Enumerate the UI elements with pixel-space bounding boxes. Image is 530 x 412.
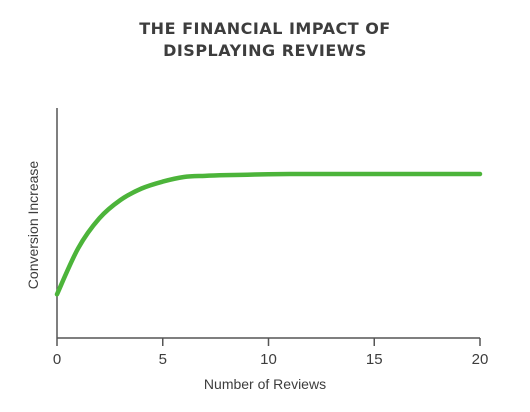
- x-tick-label-0: 0: [53, 351, 61, 368]
- x-ticks: [56, 338, 481, 346]
- chart-title-line-1: THE FINANCIAL IMPACT OF: [139, 19, 391, 38]
- x-tick-label-1: 5: [159, 351, 167, 368]
- x-tick-label-4: 20: [472, 351, 489, 368]
- x-axis-label: Number of Reviews: [204, 376, 326, 392]
- chart-title-line-2: DISPLAYING REVIEWS: [163, 41, 367, 60]
- y-axis-label: Conversion Increase: [25, 161, 41, 290]
- axes: [56, 108, 480, 339]
- x-tick-label-3: 15: [366, 351, 383, 368]
- series-line: [54, 171, 483, 297]
- x-tick-label-2: 10: [260, 351, 277, 368]
- x-tick-labels: 0 5 10 15 20: [53, 351, 489, 368]
- chart-title: THE FINANCIAL IMPACT OF DISPLAYING REVIE…: [0, 18, 530, 62]
